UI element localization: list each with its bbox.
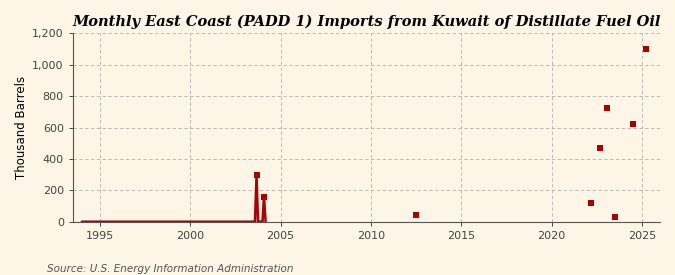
- Text: Source: U.S. Energy Information Administration: Source: U.S. Energy Information Administ…: [47, 264, 294, 274]
- Title: Monthly East Coast (PADD 1) Imports from Kuwait of Distillate Fuel Oil: Monthly East Coast (PADD 1) Imports from…: [72, 15, 661, 29]
- Y-axis label: Thousand Barrels: Thousand Barrels: [15, 76, 28, 179]
